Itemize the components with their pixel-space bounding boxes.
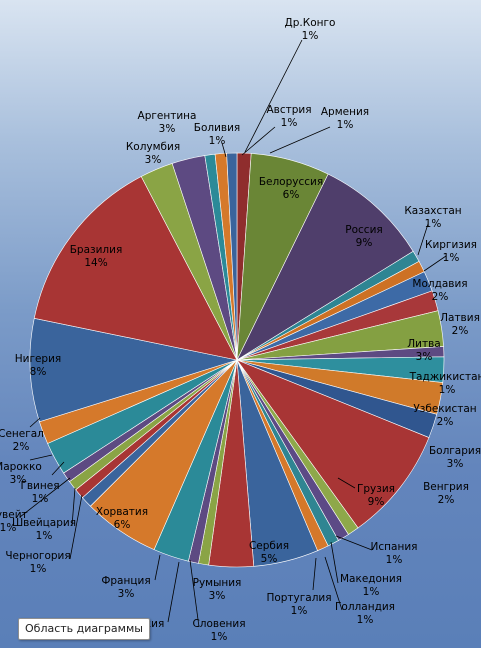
chart-area-tooltip: Область диаграммы [18, 618, 150, 640]
data-label-marokko[interactable]: Марокко3% [0, 461, 42, 486]
leader-line-dr-kongo [244, 39, 303, 153]
data-label-tadzhikistan[interactable]: Таджикистан 1% [409, 371, 481, 396]
data-label-rossiya[interactable]: Россия 9% [345, 224, 382, 249]
data-label-serbiya[interactable]: Сербия 5% [249, 540, 289, 565]
data-label-gvineya[interactable]: Гвинея 1% [20, 480, 59, 505]
data-label-ispaniya[interactable]: Испания 1% [371, 541, 418, 566]
leader-line-kazahstan [417, 223, 429, 256]
pie-slice-braziliya[interactable] [33, 176, 238, 361]
leader-line-marokko [29, 454, 53, 461]
pie-slice-nigeriya[interactable] [29, 317, 239, 423]
data-label-shveycariya[interactable]: Швейцария 1% [12, 517, 76, 542]
leader-line-kuveyt [19, 477, 71, 518]
data-label-portugaliya[interactable]: Португалия 1% [266, 592, 331, 617]
leader-line-senegal [29, 417, 41, 428]
leader-line-sloveniya [189, 559, 200, 628]
data-label-gollandiya[interactable]: Голландия 1% [335, 601, 395, 626]
data-label-kolumbiya[interactable]: Колумбия 3% [126, 141, 180, 166]
data-label-horvatiya[interactable]: Хорватия 6% [96, 506, 148, 531]
data-label-vengriya[interactable]: Венгрия 2% [423, 481, 469, 506]
data-label-bolgariya[interactable]: Болгария 3% [429, 445, 481, 470]
leader-line-makedoniya [330, 541, 339, 584]
data-label-sloveniya[interactable]: Словения 1% [192, 618, 245, 643]
data-label-kazahstan[interactable]: Казахстан 1% [404, 205, 461, 230]
leader-line-kirgiziya [423, 255, 447, 272]
data-label-senegal[interactable]: Сенегал 2% [0, 428, 44, 453]
leader-line-shveycariya [71, 487, 76, 527]
data-label-litva[interactable]: Литва 3% [407, 338, 440, 363]
leader-line-boliviya [221, 142, 227, 158]
data-label-nigeriya[interactable]: Нигерия 8% [15, 353, 62, 378]
leader-line-ispaniya [335, 535, 373, 551]
leader-line-chernogoriya [69, 494, 83, 560]
data-label-kuveyt[interactable]: Кувейт1% [0, 509, 28, 534]
leader-line-gvineya [51, 461, 65, 476]
data-label-latviya[interactable]: Латвия 2% [440, 312, 480, 337]
pie-slice-rossiya[interactable] [236, 173, 414, 361]
data-label-franciya[interactable]: Франция 3% [101, 575, 150, 600]
data-label-uzbekistan[interactable]: Узбекистан 2% [413, 403, 476, 428]
pie-slice-avstriya[interactable] [226, 152, 238, 361]
data-label-gruziya[interactable]: Грузия 9% [357, 483, 395, 508]
data-label-argentina[interactable]: Аргентина 3% [138, 110, 197, 135]
leader-line-gollandiya [324, 556, 343, 611]
data-label-belorussiya[interactable]: Белоруссия 6% [259, 176, 323, 201]
leader-line-franciya [154, 554, 161, 581]
data-label-kirgiziya[interactable]: Киргизия 1% [425, 239, 477, 264]
leader-line-slovakiya [167, 561, 180, 623]
leader-line-gruziya [337, 477, 356, 489]
data-label-armeniya[interactable]: Армения 1% [321, 106, 369, 131]
data-label-chernogoriya[interactable]: Черногория 1% [5, 550, 70, 575]
leader-line-armeniya [269, 126, 331, 154]
data-label-boliviya[interactable]: Боливия 1% [194, 122, 241, 147]
leader-line-avstriya [241, 126, 276, 156]
data-label-dr-kongo[interactable]: Др.Конго 1% [285, 17, 336, 42]
data-label-braziliya[interactable]: Бразилия 14% [70, 244, 123, 269]
data-label-moldaviya[interactable]: Молдавия 2% [412, 278, 467, 303]
leader-line-portugaliya [312, 557, 317, 591]
data-label-rumyniya[interactable]: Румыния 3% [193, 577, 242, 602]
data-label-makedoniya[interactable]: Македония 1% [340, 573, 402, 598]
data-label-avstriya[interactable]: Австрия 1% [266, 104, 311, 129]
pie-slice-gruziya[interactable] [236, 359, 430, 529]
